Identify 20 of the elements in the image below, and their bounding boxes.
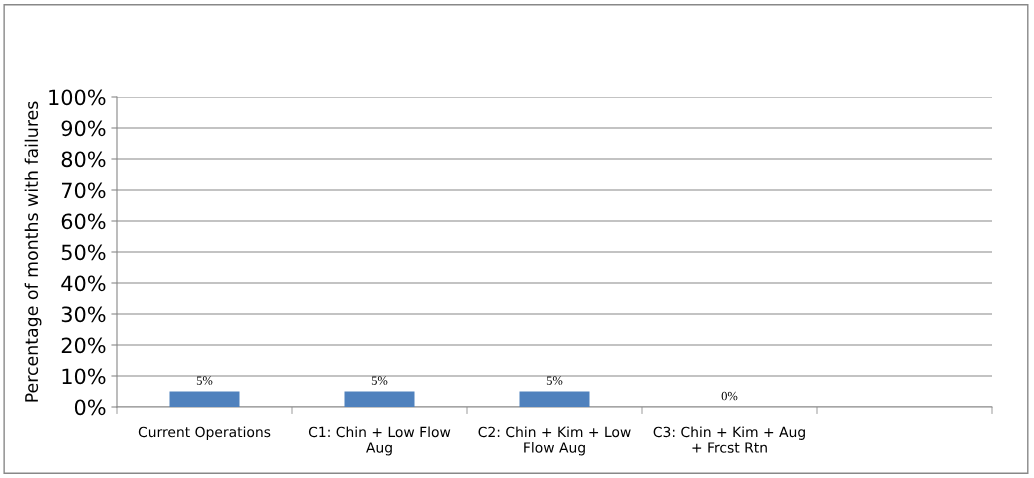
y-tick-label: 30% [61, 306, 106, 323]
y-tick-label: 40% [61, 275, 106, 292]
data-label: 5% [371, 376, 388, 385]
y-tick-label: 60% [61, 213, 106, 230]
y-tick-label: 20% [61, 337, 106, 354]
data-label: 5% [196, 376, 213, 385]
y-tick-label: 90% [61, 120, 106, 137]
data-label: 5% [546, 376, 563, 385]
y-tick-label: 0% [74, 399, 106, 416]
x-tick-label: C3: Chin + Kim + Aug + Frcst Rtn [653, 426, 805, 453]
x-tick-label: C2: Chin + Kim + Low Flow Aug [478, 426, 631, 456]
y-tick-label: 10% [62, 368, 106, 385]
y-tick-label: 100% [49, 89, 106, 106]
x-tick-label: C1: Chin + Low Flow Aug [308, 426, 451, 456]
x-tick-label: Current Operations [138, 426, 271, 440]
y-tick-label: 80% [61, 151, 106, 168]
y-tick-label: 50% [61, 244, 106, 261]
data-label: 0% [721, 391, 738, 401]
y-axis-title: Percentage of months with failures [24, 101, 42, 402]
y-tick-label: 70% [61, 182, 106, 199]
